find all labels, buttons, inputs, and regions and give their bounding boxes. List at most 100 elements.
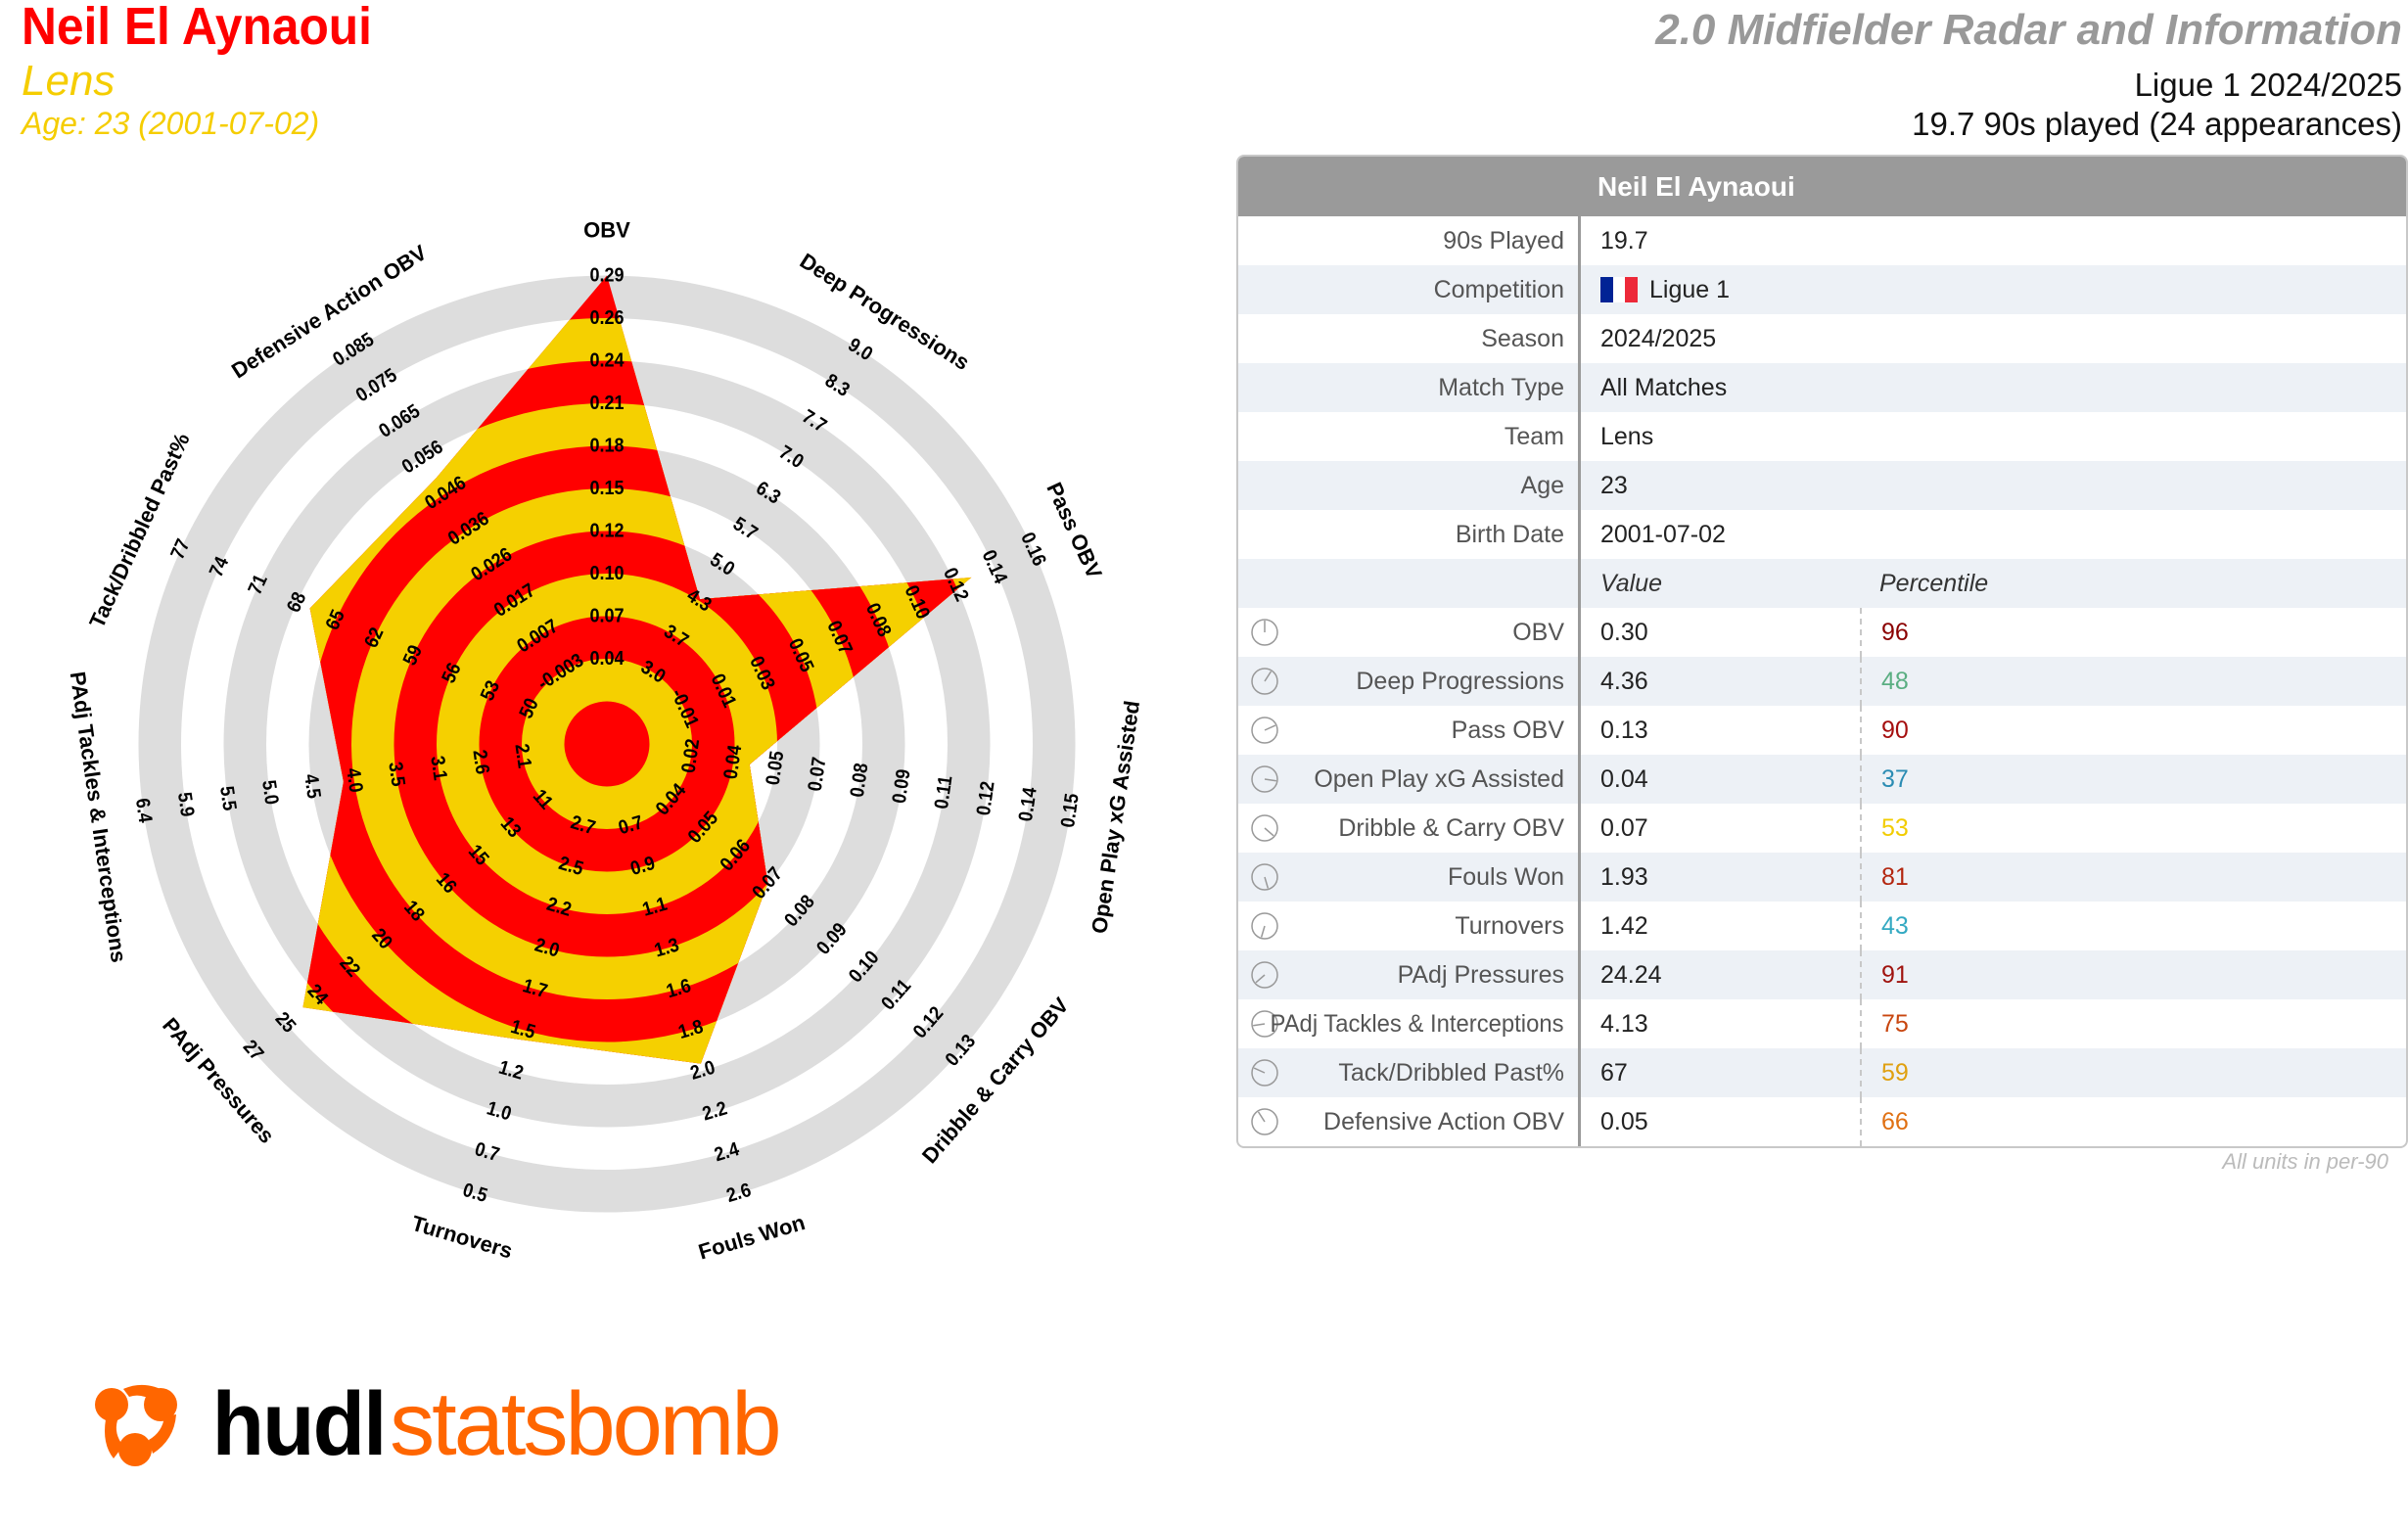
polygon-band	[564, 701, 650, 787]
metric-value: 0.13	[1578, 706, 1860, 755]
info-value: All Matches	[1578, 363, 1860, 412]
info-row: Competition Ligue 1	[1238, 265, 2406, 314]
metric-label: Turnovers	[1238, 902, 1578, 950]
metric-row: Turnovers 1.42 43	[1238, 902, 2406, 950]
info-label: Age	[1238, 461, 1578, 510]
axis-title: PAdj Tackles & Interceptions	[66, 670, 131, 963]
tick-label: 0.10	[589, 563, 624, 584]
info-label: Match Type	[1238, 363, 1578, 412]
tick-label: 3.1	[426, 755, 450, 782]
metric-row: Deep Progressions 4.36 48	[1238, 657, 2406, 706]
metric-value: 0.07	[1578, 804, 1860, 853]
info-row: Match Type All Matches	[1238, 363, 2406, 412]
metric-label: PAdj Pressures	[1238, 950, 1578, 999]
statsbomb-logo-icon	[95, 1384, 177, 1466]
info-value: 2001-07-02	[1578, 510, 1860, 559]
metric-value: 4.36	[1578, 657, 1860, 706]
tick-label: 0.15	[1057, 792, 1084, 829]
info-value-text: 2001-07-02	[1600, 521, 1726, 548]
metric-percentile: 81	[1860, 853, 1909, 902]
player-info-table: Neil El Aynaoui 90s Played 19.7 Competiti…	[1236, 155, 2408, 1148]
metric-percentile: 43	[1860, 902, 1909, 950]
tick-label: 0.12	[589, 520, 624, 541]
gauge-icon	[1251, 1108, 1278, 1135]
hudl-statsbomb-logo: hudl statsbomb	[84, 1373, 782, 1474]
tick-label: 2.6	[468, 749, 492, 776]
info-row: Team Lens	[1238, 412, 2406, 461]
player-name: Neil El Aynaoui	[22, 0, 372, 56]
report-title: 2.0 Midfielder Radar and Information	[1655, 6, 2402, 54]
info-label: Season	[1238, 314, 1578, 363]
tick-label: 0.05	[763, 749, 789, 786]
metric-value: 0.05	[1578, 1097, 1860, 1146]
tick-label: 0.29	[589, 264, 624, 286]
value-header: Value	[1578, 559, 1860, 608]
tick-label: 5.5	[215, 785, 240, 812]
metric-label-text: OBV	[1512, 619, 1564, 646]
axis-title: Fouls Won	[696, 1210, 809, 1265]
axis-title: OBV	[583, 218, 630, 243]
tick-label: 0.21	[589, 393, 624, 414]
metric-header-row: Value Percentile	[1238, 559, 2406, 608]
tick-label: 0.15	[589, 478, 624, 499]
gauge-icon	[1251, 912, 1278, 940]
gauge-icon	[1251, 814, 1278, 842]
tick-label: 0.12	[973, 780, 999, 817]
logo-hudl-text: hudl	[211, 1373, 388, 1474]
info-label-text: Competition	[1433, 276, 1564, 303]
info-value-text: 19.7	[1600, 227, 1648, 254]
metric-label: Tack/Dribbled Past%	[1238, 1048, 1578, 1097]
gauge-icon	[1251, 668, 1278, 695]
metric-percentile: 37	[1860, 755, 1909, 804]
metric-label-text: Deep Progressions	[1356, 668, 1564, 695]
metric-label: Dribble & Carry OBV	[1238, 804, 1578, 853]
percentile-header: Percentile	[1879, 570, 1989, 597]
table-header: Neil El Aynaoui	[1238, 157, 2406, 216]
tick-label: 0.14	[1015, 786, 1042, 823]
tick-label: 5.9	[173, 791, 198, 818]
info-label-text: 90s Played	[1443, 227, 1564, 254]
gauge-icon	[1251, 717, 1278, 744]
blank-cell	[1238, 559, 1578, 608]
tick-label: 0.02	[678, 737, 705, 774]
info-label-text: Team	[1504, 423, 1564, 450]
tick-label: 0.04	[720, 743, 747, 780]
metric-percentile: 59	[1860, 1048, 1909, 1097]
tick-label: 0.08	[847, 762, 873, 799]
gauge-icon	[1251, 765, 1278, 793]
tick-label: 0.24	[589, 349, 624, 371]
metric-value: 0.30	[1578, 608, 1860, 657]
tick-label: 5.0	[257, 779, 282, 807]
metric-row: Fouls Won 1.93 81	[1238, 853, 2406, 902]
metric-row: Dribble & Carry OBV 0.07 53	[1238, 804, 2406, 853]
info-label: Team	[1238, 412, 1578, 461]
tick-label: 4.5	[300, 772, 324, 800]
metric-percentile: 75	[1860, 999, 1909, 1048]
metric-label-text: Pass OBV	[1451, 717, 1564, 744]
tick-label: 0.09	[889, 767, 915, 805]
tick-label: 0.07	[589, 605, 624, 626]
info-value: Ligue 1	[1578, 265, 1860, 314]
metric-row: Open Play xG Assisted 0.04 37	[1238, 755, 2406, 804]
metric-row: PAdj Tackles & Interceptions 4.13 75	[1238, 999, 2406, 1048]
tick-label: 0.26	[589, 307, 624, 329]
tick-label: 2.1	[510, 742, 534, 769]
gauge-icon	[1251, 1059, 1278, 1087]
tick-label: 6.4	[131, 797, 156, 824]
metric-label-text: Open Play xG Assisted	[1314, 765, 1564, 793]
tick-label: 0.18	[589, 435, 624, 456]
metric-label-text: PAdj Tackles & Interceptions	[1271, 1010, 1564, 1038]
info-label-text: Match Type	[1438, 374, 1564, 401]
metric-label-text: Tack/Dribbled Past%	[1338, 1059, 1564, 1087]
info-label-text: Season	[1481, 325, 1564, 352]
metric-label: Pass OBV	[1238, 706, 1578, 755]
gauge-icon	[1251, 863, 1278, 891]
info-value-text: 2024/2025	[1600, 325, 1717, 352]
info-value-text: All Matches	[1600, 374, 1728, 401]
info-label: Competition	[1238, 265, 1578, 314]
metric-label: Open Play xG Assisted	[1238, 755, 1578, 804]
info-value: Lens	[1578, 412, 1860, 461]
metric-value: 1.93	[1578, 853, 1860, 902]
metric-label: OBV	[1238, 608, 1578, 657]
info-row: 90s Played 19.7	[1238, 216, 2406, 265]
